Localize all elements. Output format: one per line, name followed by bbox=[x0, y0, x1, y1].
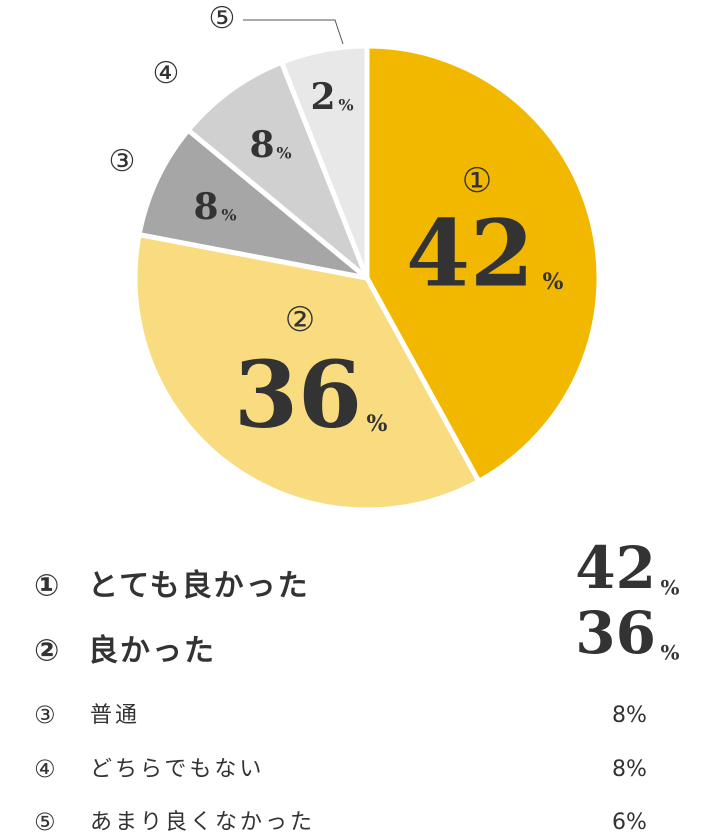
legend-label: どちらでもない bbox=[90, 757, 264, 782]
pie-slice bbox=[185, 59, 370, 281]
legend-unit: % bbox=[660, 641, 679, 665]
legend-marker: ① bbox=[34, 569, 59, 604]
slice-marker: ⑤ bbox=[209, 1, 236, 36]
legend-label: 良かった bbox=[88, 634, 216, 669]
pie-slice bbox=[136, 127, 370, 281]
slice-label: 36 bbox=[234, 341, 362, 449]
legend-unit: % bbox=[626, 757, 647, 782]
legend-label: あまり良くなかった bbox=[90, 810, 315, 835]
slice-label: 2 bbox=[310, 76, 335, 118]
leader-line bbox=[243, 19, 344, 45]
legend-value: 42 bbox=[575, 534, 656, 602]
slice-unit: % bbox=[367, 411, 388, 437]
pie-slice bbox=[279, 43, 370, 281]
legend-label: 普通 bbox=[90, 703, 140, 728]
legend-marker: ③ bbox=[34, 701, 56, 729]
legend-value: 6 bbox=[612, 810, 626, 835]
legend-value: 36 bbox=[575, 599, 656, 667]
legend-marker: ⑤ bbox=[34, 808, 56, 836]
slice-unit: % bbox=[276, 144, 291, 163]
legend-unit: % bbox=[626, 810, 647, 835]
slice-unit: % bbox=[338, 96, 353, 115]
pie-slice bbox=[132, 232, 482, 513]
slice-marker: ③ bbox=[109, 144, 136, 179]
slice-label: 42 bbox=[406, 200, 534, 308]
slice-marker: ④ bbox=[153, 56, 180, 91]
legend-unit: % bbox=[660, 576, 679, 600]
legend-label: とても良かった bbox=[88, 569, 310, 604]
legend-marker: ④ bbox=[34, 755, 56, 783]
legend-marker: ② bbox=[34, 634, 59, 669]
legend-value: 8 bbox=[612, 703, 626, 728]
slice-label: 8 bbox=[193, 186, 218, 228]
slice-unit: % bbox=[221, 206, 236, 225]
slice-marker: ① bbox=[462, 161, 492, 201]
legend-unit: % bbox=[626, 703, 647, 728]
slice-unit: % bbox=[543, 269, 564, 295]
pie-slice bbox=[364, 43, 602, 484]
slice-label: 8 bbox=[249, 124, 274, 166]
slice-marker: ② bbox=[285, 300, 315, 340]
legend-value: 8 bbox=[612, 757, 626, 782]
